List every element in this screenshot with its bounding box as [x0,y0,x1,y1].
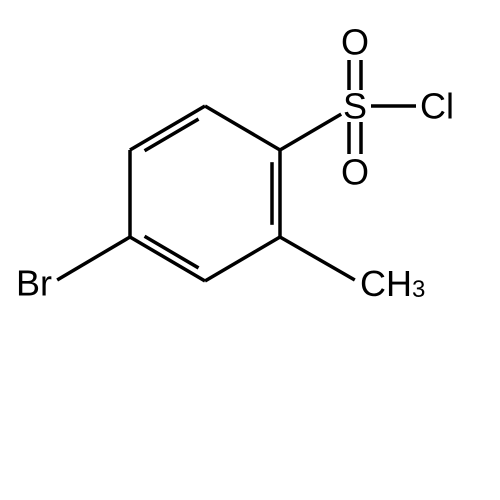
bond [280,237,355,280]
bond [205,237,280,281]
bond [130,237,205,281]
atom-ch3: CH3 [360,263,425,304]
molecule-diagram: SO O Cl CH3 Br [0,0,500,500]
atom-cl: Cl [420,86,454,127]
bond [205,106,280,150]
atom-o2: O [341,152,369,193]
atom-s: S [343,86,367,127]
atom-o1: O [341,22,369,63]
bond [280,114,341,150]
atom-br: Br [16,263,52,304]
bond [130,106,205,150]
bond [57,237,130,280]
atom-layer: SO O Cl CH3 Br [16,22,454,304]
